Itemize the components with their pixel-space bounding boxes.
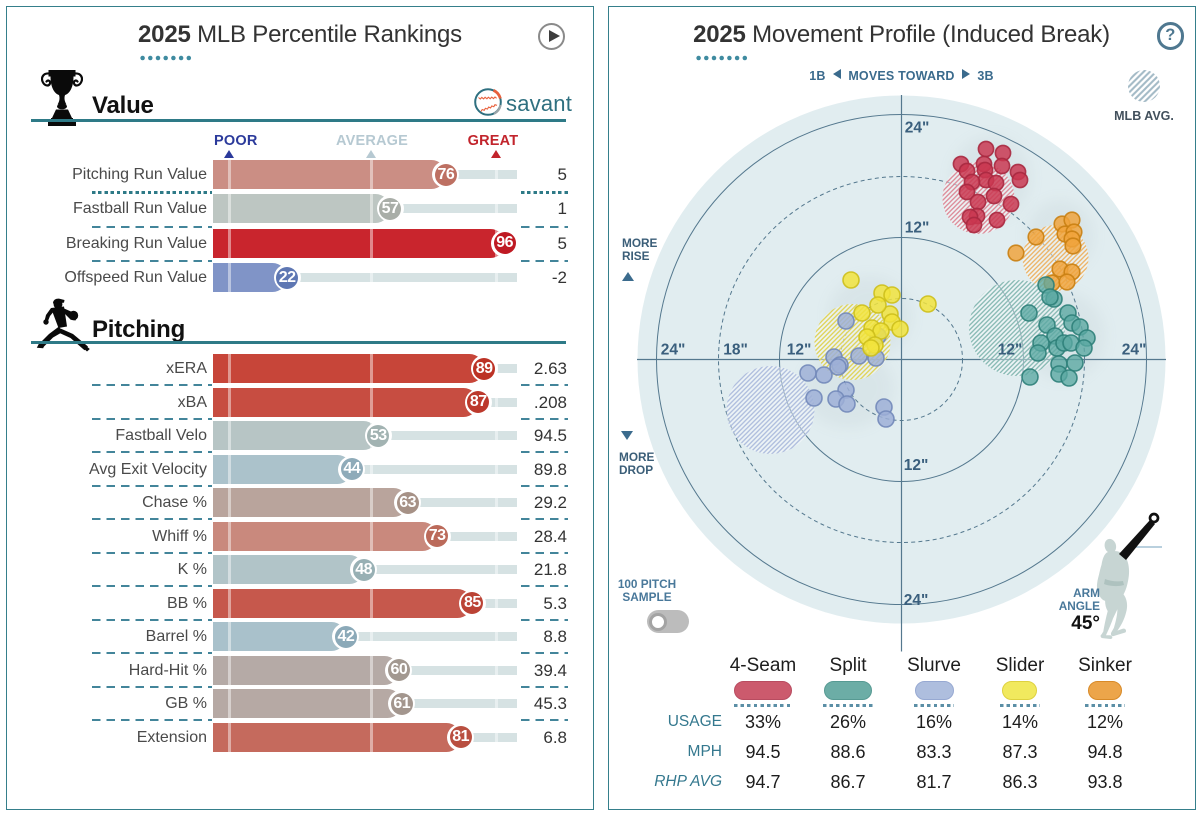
- svg-text:24": 24": [661, 342, 686, 359]
- svg-text:12": 12": [998, 342, 1023, 359]
- svg-text:24": 24": [904, 592, 929, 609]
- svg-text:12": 12": [905, 220, 930, 237]
- svg-text:24": 24": [905, 120, 930, 137]
- svg-text:12": 12": [787, 342, 812, 359]
- svg-text:12": 12": [904, 457, 929, 474]
- svg-text:24": 24": [1122, 342, 1147, 359]
- svg-text:18": 18": [723, 342, 748, 359]
